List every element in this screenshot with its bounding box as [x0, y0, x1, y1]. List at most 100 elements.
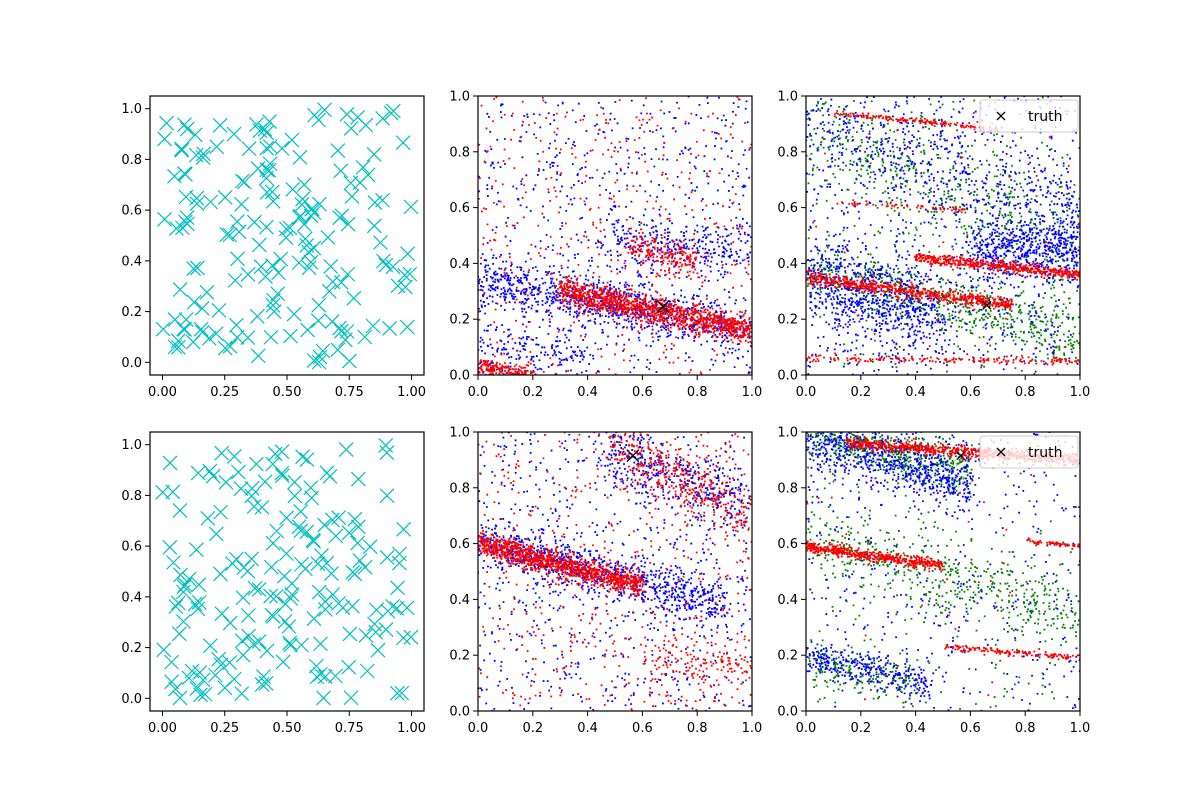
x-tick-label: 0.00 [148, 721, 177, 736]
panel-top-left: 0.00 0.25 0.50 0.75 1.00 0.0 0.2 0.4 0.6 0.8 1.0 [121, 95, 426, 400]
series-samples [155, 438, 419, 706]
plot-area [155, 438, 419, 706]
y-tick-label: 0.0 [121, 692, 142, 707]
series-red [806, 110, 1080, 369]
panel-bottom-middle: 0.0 0.2 0.4 0.6 0.8 1.0 0.0 0.2 0.4 0.6 0.8 1.0 [449, 426, 763, 737]
y-tick-label: 1.0 [777, 426, 798, 441]
y-tick-label: 0.6 [777, 201, 798, 216]
y-tick-label: 0.8 [449, 481, 470, 496]
x-tick-label: 0.0 [468, 721, 489, 736]
y-tick-label: 0.6 [449, 201, 470, 216]
y-tick-label: 0.0 [449, 369, 470, 384]
y-tick-label: 0.0 [449, 705, 470, 720]
series-blue [478, 432, 752, 711]
legend-box [979, 99, 1079, 133]
x-tick-label: 0.4 [905, 385, 926, 400]
y-tick-label: 0.6 [121, 204, 142, 219]
y-tick-label: 0.2 [121, 305, 142, 320]
x-tick-label: 0.2 [850, 385, 871, 400]
y-tick-label: 0.2 [121, 641, 142, 656]
x-tick-label: 0.25 [210, 385, 239, 400]
x-tick-label: 0.00 [148, 385, 177, 400]
x-tick-label: 0.0 [468, 385, 489, 400]
plot-area [806, 96, 1080, 375]
point-markers-red [478, 96, 752, 375]
y-tick-label: 0.8 [121, 153, 142, 168]
panel-bottom-left: 0.00 0.25 0.50 0.75 1.00 0.0 0.2 0.4 0.6 0.8 1.0 [121, 431, 426, 736]
y-tick-label: 0.2 [777, 649, 798, 664]
point-markers-blue [478, 432, 752, 711]
x-tick-label: 1.0 [742, 721, 763, 736]
x-tick-label: 0.2 [522, 721, 543, 736]
x-tick-label: 0.6 [632, 721, 653, 736]
y-tick-label: 0.4 [121, 590, 142, 605]
x-tick-label: 1.00 [397, 721, 426, 736]
y-tick-label: 0.2 [449, 649, 470, 664]
series-samples [155, 102, 419, 370]
legend-label: truth [1028, 445, 1062, 461]
x-tick-label: 0.2 [522, 385, 543, 400]
x-markers-samples [155, 102, 419, 370]
y-tick-label: 1.0 [777, 90, 798, 105]
x-tick-label: 0.50 [273, 385, 302, 400]
x-tick-label: 0.75 [335, 721, 364, 736]
y-tick-label: 1.0 [121, 438, 142, 453]
y-tick-label: 0.8 [121, 489, 142, 504]
y-tick-label: 0.6 [121, 540, 142, 555]
legend-truth-icon [996, 111, 1006, 121]
panel-top-right: 0.0 0.2 0.4 0.6 0.8 1.0 0.0 0.2 0.4 0.6 0.8 1.0 trut… [777, 90, 1091, 401]
series-red [806, 436, 1080, 701]
y-tick-label: 0.2 [777, 313, 798, 328]
y-tick-label: 0.0 [777, 369, 798, 384]
point-markers-red [478, 432, 752, 711]
point-markers-green [806, 96, 1080, 375]
x-tick-label: 0.4 [577, 385, 598, 400]
x-tick-label: 0.6 [960, 385, 981, 400]
truth-marker [982, 300, 992, 310]
axes-frame [805, 431, 1081, 712]
x-tick-label: 0.2 [850, 721, 871, 736]
plot-area [478, 96, 752, 375]
legend-label: truth [1028, 109, 1062, 125]
plot-area [478, 432, 752, 711]
series-red [478, 96, 752, 375]
axes-frame [805, 95, 1081, 376]
x-tick-label: 0.25 [210, 721, 239, 736]
y-tick-label: 0.8 [777, 481, 798, 496]
y-tick-label: 0.0 [777, 705, 798, 720]
y-tick-label: 0.4 [449, 257, 470, 272]
truth-marker [956, 451, 966, 461]
y-tick-label: 0.4 [777, 593, 798, 608]
legend: truth [979, 99, 1079, 133]
y-tick-label: 0.4 [777, 257, 798, 272]
y-tick-label: 1.0 [121, 102, 142, 117]
x-tick-label: 0.8 [1015, 721, 1036, 736]
legend-truth-icon [996, 447, 1006, 457]
x-tick-label: 1.0 [1070, 385, 1091, 400]
x-markers-samples [155, 438, 419, 706]
plot-area [155, 102, 419, 370]
axes-frame [477, 95, 753, 376]
series-blue [806, 96, 1080, 375]
y-tick-label: 0.6 [777, 537, 798, 552]
x-tick-label: 0.4 [905, 721, 926, 736]
truth-marker [626, 449, 640, 463]
x-tick-label: 0.75 [335, 385, 364, 400]
axes-frame [149, 431, 425, 712]
x-tick-label: 1.00 [397, 385, 426, 400]
x-tick-label: 0.8 [687, 385, 708, 400]
x-tick-label: 1.0 [742, 385, 763, 400]
panel-bottom-right: 0.0 0.2 0.4 0.6 0.8 1.0 0.0 0.2 0.4 0.6 0.8 1.0 trut… [777, 426, 1090, 737]
point-markers-blue [478, 96, 752, 375]
x-tick-label: 0.0 [796, 385, 817, 400]
y-tick-label: 1.0 [449, 90, 470, 105]
y-tick-label: 0.4 [449, 593, 470, 608]
x-tick-label: 0.6 [960, 721, 981, 736]
x-tick-label: 0.50 [273, 721, 302, 736]
x-tick-label: 0.6 [632, 385, 653, 400]
y-tick-label: 0.2 [449, 313, 470, 328]
series-red [478, 432, 752, 711]
legend-box [979, 435, 1079, 469]
x-tick-label: 0.8 [687, 721, 708, 736]
